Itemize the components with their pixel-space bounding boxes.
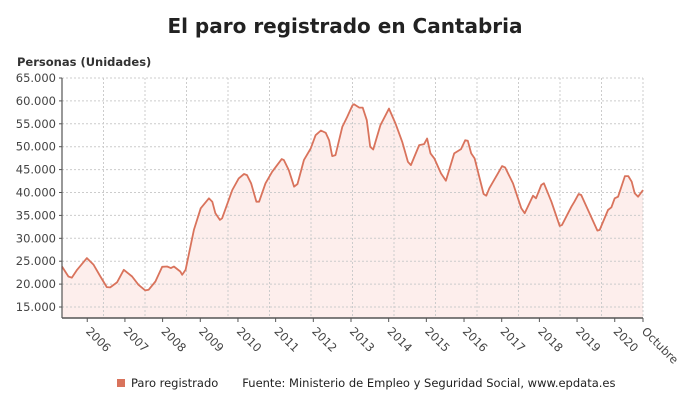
source-note: Fuente: Ministerio de Empleo y Seguridad… <box>242 376 616 390</box>
legend-swatch <box>117 379 125 387</box>
x-tick-label: 2006 <box>83 324 114 355</box>
x-tick-label: 2009 <box>196 324 227 355</box>
x-tick-label: 2014 <box>385 324 416 355</box>
x-tick-label: 2010 <box>234 324 265 355</box>
x-tick-label: 2019 <box>573 324 604 355</box>
x-tick-label: 2012 <box>309 324 340 355</box>
x-tick-label: 2007 <box>121 324 152 355</box>
y-tick-label: 60.000 <box>16 94 56 108</box>
x-tick-label: 2020 <box>611 324 642 355</box>
y-tick-label: 30.000 <box>16 231 56 245</box>
chart-title: El paro registrado en Cantabria <box>167 14 523 38</box>
y-tick-label: 25.000 <box>16 254 56 268</box>
y-tick-label: 15.000 <box>16 300 56 314</box>
series-line-paro-registrado <box>61 103 644 292</box>
x-tick-label: 2016 <box>460 324 491 355</box>
y-axis-label: Personas (Unidades) <box>17 55 152 69</box>
legend: Paro registrado Fuente: Ministerio de Em… <box>117 376 615 390</box>
x-tick-label: 2015 <box>422 324 453 355</box>
x-tick-label: 2013 <box>347 324 378 355</box>
y-tick-label: 35.000 <box>16 208 56 222</box>
x-tick-label: Octubre <box>639 324 681 366</box>
y-tick-label: 40.000 <box>16 186 56 200</box>
y-tick-label: 50.000 <box>16 140 56 154</box>
x-tick-label: 2018 <box>535 324 566 355</box>
y-tick-label: 20.000 <box>16 277 56 291</box>
x-tick-label: 2008 <box>158 324 189 355</box>
y-tick-label: 55.000 <box>16 117 56 131</box>
y-tick-label: 45.000 <box>16 163 56 177</box>
x-tick-label: 2017 <box>498 324 529 355</box>
x-tick-label: 2011 <box>272 324 303 355</box>
y-tick-label: 65.000 <box>16 71 56 85</box>
legend-label: Paro registrado <box>131 376 219 390</box>
